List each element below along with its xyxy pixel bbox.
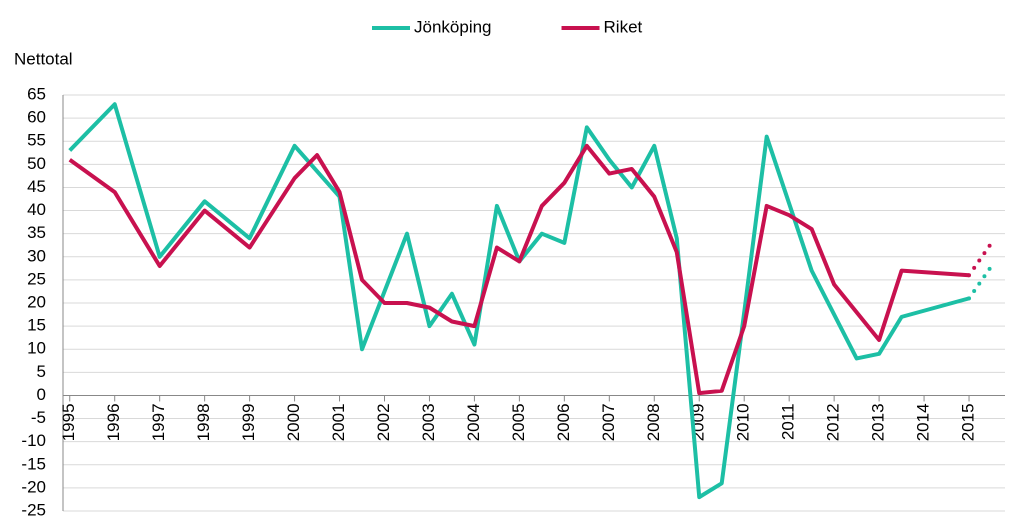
y-tick-label: -25	[21, 500, 46, 518]
x-tick-label: 2005	[509, 403, 528, 441]
x-tick-label: 2011	[779, 403, 798, 440]
y-tick-label: -5	[31, 408, 46, 427]
x-tick-label: 2008	[644, 403, 663, 441]
x-tick-label: 2000	[284, 403, 303, 441]
y-tick-label: 20	[27, 292, 46, 311]
forecast-line	[967, 264, 994, 301]
y-tick-label: 5	[37, 362, 46, 381]
y-tick-label: 50	[27, 154, 46, 173]
y-tick-label: 25	[27, 269, 46, 288]
y-tick-label: 65	[27, 84, 46, 103]
y-tick-label: 45	[27, 177, 46, 196]
line-series	[68, 143, 970, 396]
y-tick-label: -15	[21, 454, 46, 473]
x-tick-label: 2006	[554, 403, 573, 441]
y-tick-label: 0	[37, 385, 46, 404]
legend-label: Jönköping	[414, 17, 492, 36]
x-tick-label: 1997	[149, 403, 168, 441]
x-tick-label: 1996	[104, 403, 123, 441]
y-tick-label: -20	[21, 477, 46, 496]
forecast-line	[967, 240, 994, 278]
y-tick-label: 60	[27, 108, 46, 127]
y-tick-label: -10	[21, 431, 46, 450]
x-tick-label: 2003	[419, 403, 438, 441]
y-tick-label: 40	[27, 200, 46, 219]
y-axis-label: Nettotal	[14, 49, 73, 68]
x-tick-label: 2004	[464, 403, 483, 441]
legend-label: Riket	[604, 17, 643, 36]
x-tick-label: 1998	[194, 403, 213, 441]
x-tick-label: 2002	[374, 403, 393, 441]
x-tick-label: 2001	[329, 403, 348, 441]
x-tick-label: 1999	[239, 403, 258, 441]
x-tick-label: 2015	[959, 403, 978, 441]
x-tick-label: 2014	[914, 403, 933, 441]
y-tick-label: 55	[27, 131, 46, 150]
x-tick-label: 2012	[824, 403, 843, 441]
line-series	[68, 102, 970, 500]
y-tick-label: 15	[27, 316, 46, 335]
y-tick-label: 10	[27, 339, 46, 358]
x-tick-label: 2013	[869, 403, 888, 441]
x-tick-label: 1995	[59, 403, 78, 441]
y-tick-label: 30	[27, 246, 46, 265]
y-tick-label: 35	[27, 223, 46, 242]
x-tick-label: 2007	[599, 403, 618, 441]
x-tick-label: 2010	[734, 403, 753, 441]
